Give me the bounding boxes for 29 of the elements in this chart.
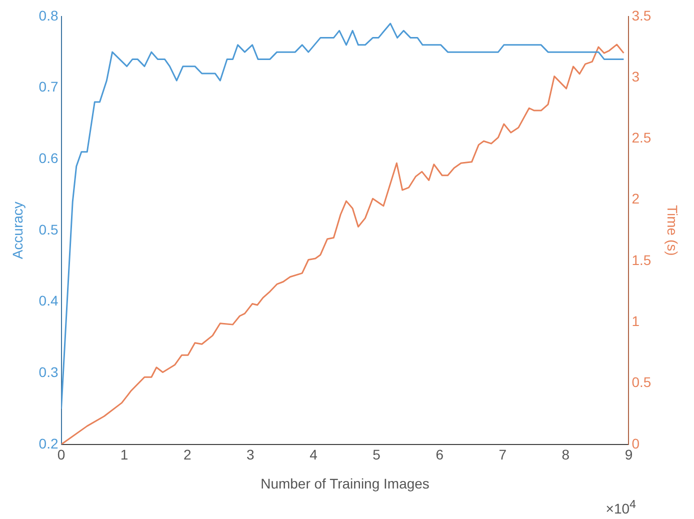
x-tick-label: 5 — [372, 446, 381, 463]
y-axis-title: Accuracy — [9, 202, 26, 260]
y-tick-label: 0.6 — [38, 150, 58, 166]
x-tick-label: 9 — [624, 446, 633, 463]
x-tick-label: 2 — [183, 446, 192, 463]
y2-tick-label: 1 — [632, 312, 640, 329]
x-tick-label: 6 — [436, 446, 444, 463]
y-tick-label: 0.8 — [38, 7, 58, 24]
y2-tick-label: 3 — [632, 68, 640, 84]
y2-tick-label: 0 — [632, 435, 640, 452]
y-tick-label: 0.3 — [38, 364, 58, 380]
x-tick-label: 0 — [57, 446, 66, 463]
x-tick-label: 4 — [310, 446, 318, 463]
y2-tick-label: 2.5 — [632, 130, 652, 146]
y-tick-label: 0.4 — [38, 292, 58, 309]
x-tick-label: 1 — [120, 446, 128, 463]
x-tick-label: 7 — [498, 446, 507, 463]
y-tick-label: 0.5 — [38, 221, 58, 238]
y-tick-label: 0.7 — [38, 78, 58, 95]
y-tick-label: 0.2 — [38, 435, 58, 452]
y2-tick-label: 1.5 — [632, 252, 652, 268]
x-axis-title: Number of Training Images — [260, 475, 430, 492]
x-tick-label: 8 — [562, 446, 570, 463]
text: ×10$^{4}$ — [606, 498, 636, 517]
y2-axis-title: Time (s) — [664, 204, 681, 256]
y2-tick-label: 2 — [632, 190, 640, 207]
y2-tick-label: 0.5 — [632, 374, 652, 390]
x-tick-label: 3 — [246, 446, 255, 463]
y2-tick-label: 3.5 — [632, 7, 652, 24]
